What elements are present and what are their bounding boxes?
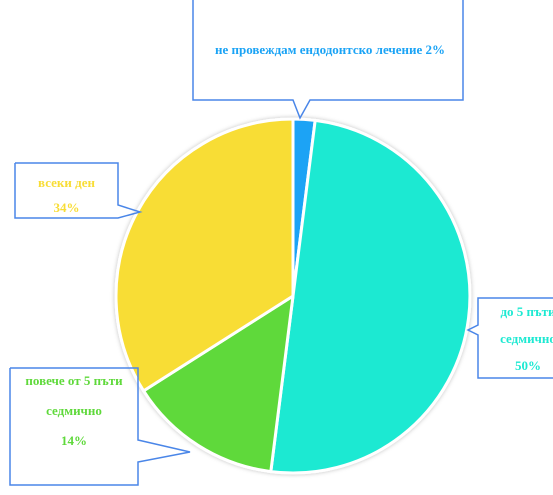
callout-box [192,0,464,120]
callout-box [14,162,143,219]
slice-label: всеки ден 34% [15,170,118,220]
pie-slice [142,294,295,474]
slice-label: не провеждам ендодонтско лечение 2% [210,34,450,66]
label-name: повече от 5 пъти седмично [25,373,123,418]
label-name: до 5 пъти седмично [500,304,553,346]
pie-slice [269,118,472,475]
slice-label: до 5 пъти седмично 50% [488,298,553,379]
label-value: 14% [61,433,87,448]
callout-box [9,367,191,486]
label-value: 50% [515,358,541,373]
pie [114,117,472,475]
label-value: 34% [53,200,80,215]
slice-label: повече от 5 пъти седмично 14% [10,366,138,456]
label-name: не провеждам ендодонтско лечение [214,42,423,57]
callout-box [466,297,553,379]
label-name: всеки ден [38,175,95,190]
callouts [9,0,553,486]
label-value: 2% [425,42,446,57]
